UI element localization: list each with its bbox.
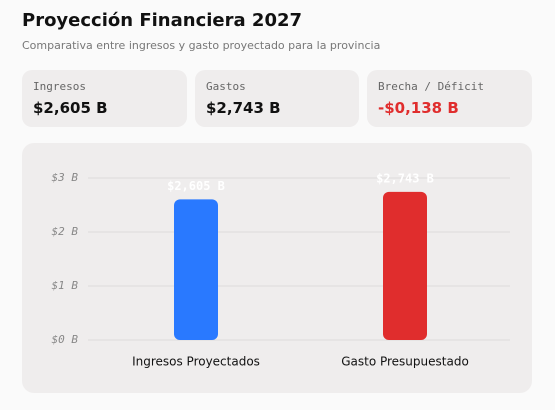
subtitle: Comparativa entre ingresos y gasto proye… — [22, 39, 381, 52]
card: Ingresos $2,605 B — [22, 70, 187, 127]
card: Gastos $2,743 B — [195, 70, 359, 127]
card-value: -$0,138 B — [378, 99, 459, 117]
card-label: Ingresos — [33, 80, 86, 93]
y-tick-label: $2 B — [52, 225, 79, 238]
y-tick-label: $1 B — [52, 279, 79, 292]
bar — [174, 199, 218, 340]
card-value: $2,743 B — [206, 99, 281, 117]
x-tick-label: Gasto Presupuestado — [341, 355, 469, 369]
y-tick-label: $3 B — [52, 171, 79, 184]
card-value: $2,605 B — [33, 99, 108, 117]
card-label: Brecha / Déficit — [378, 80, 484, 93]
data-label: $2,743 B — [376, 171, 434, 185]
card: Brecha / Déficit -$0,138 B — [367, 70, 532, 127]
card-label: Gastos — [206, 80, 246, 93]
title: Proyección Financiera 2027 — [22, 10, 303, 31]
y-tick-label: $0 B — [52, 333, 79, 346]
chart-panel — [22, 143, 532, 393]
data-label: $2,605 B — [167, 179, 225, 193]
bar — [383, 191, 427, 340]
x-tick-label: Ingresos Proyectados — [132, 355, 260, 369]
